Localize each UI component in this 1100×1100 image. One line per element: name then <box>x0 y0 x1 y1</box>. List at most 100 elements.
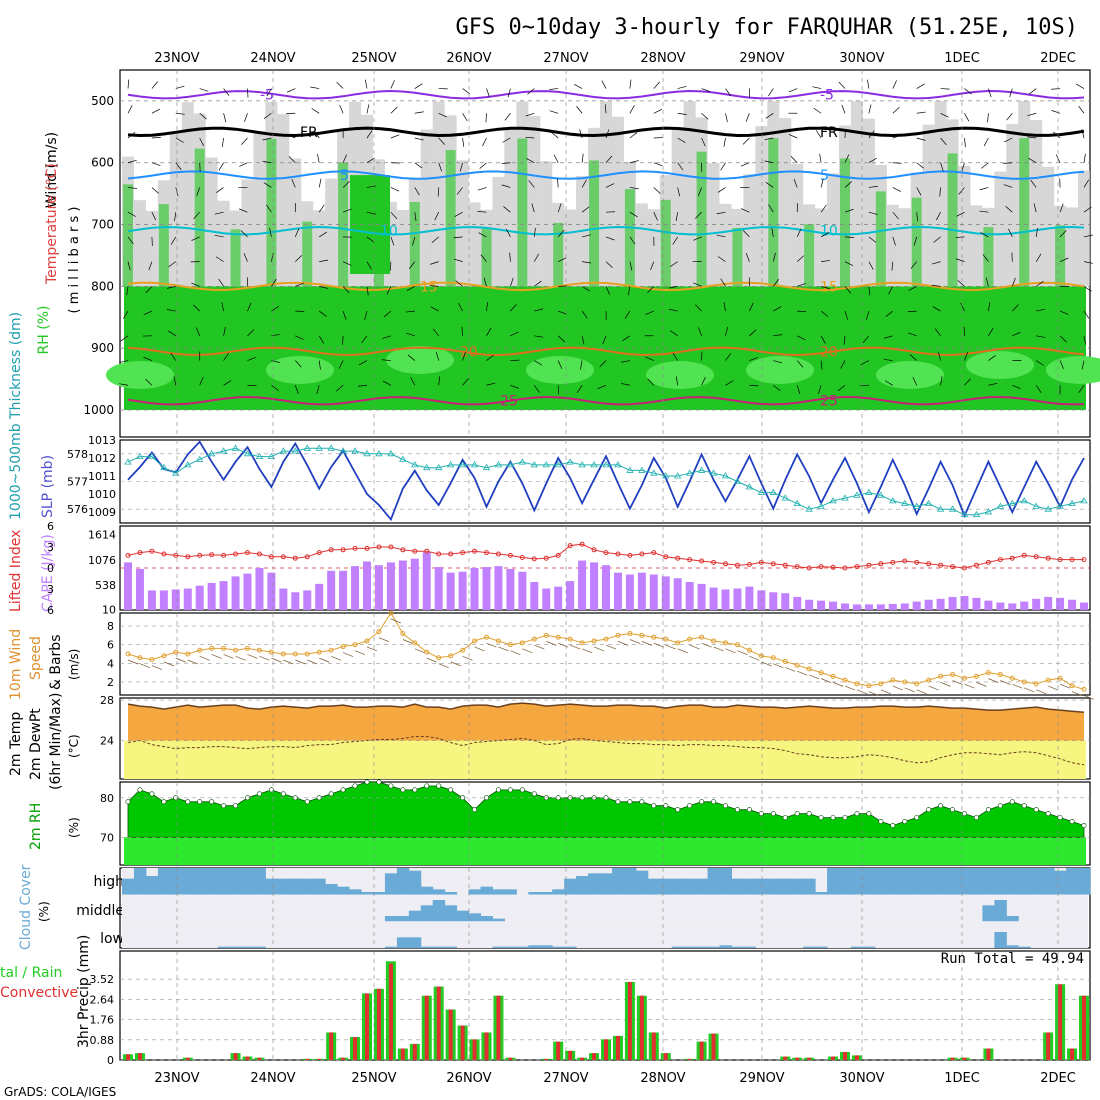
wind-barb <box>510 277 514 287</box>
wind-barb <box>725 326 728 336</box>
wind-barb <box>319 259 329 262</box>
wind-tick-label: 8 <box>107 620 114 633</box>
wind-barb <box>193 211 200 220</box>
rh-field-moist <box>840 158 850 287</box>
lifted-point <box>770 561 776 567</box>
rh2m-point <box>579 795 585 801</box>
wind-barb <box>1028 157 1037 164</box>
wind-barb <box>549 110 559 114</box>
wind-barb <box>843 335 846 345</box>
wind-barb <box>358 384 368 387</box>
wind-barb <box>868 236 877 243</box>
thickness-point <box>685 469 694 476</box>
rh-field-column <box>1030 120 1043 287</box>
rh-field-moist <box>768 138 779 287</box>
thickness-point <box>1068 499 1076 507</box>
lifted-point <box>268 554 274 560</box>
lifted-point <box>424 548 430 554</box>
date-label-top: 28NOV <box>640 51 685 66</box>
wind-barb-10m <box>450 661 461 667</box>
wind-barb <box>581 286 590 292</box>
precip-convective-bar <box>962 1057 967 1060</box>
lifted-point <box>985 559 991 565</box>
wind-barb <box>223 326 226 336</box>
wind-barb <box>1008 228 1013 238</box>
wind-barb <box>988 383 998 386</box>
rh-field-saturated <box>1046 356 1100 384</box>
wind-barb <box>199 88 209 92</box>
wind-barb <box>1078 105 1085 114</box>
cloud-bar-high <box>145 876 159 895</box>
rh-field-column <box>755 126 768 287</box>
wind-speed-point <box>890 677 896 683</box>
wind-barb <box>151 108 161 114</box>
wind-barb <box>885 310 894 317</box>
wind-barb <box>318 335 325 344</box>
wind-barb-10m <box>462 655 473 661</box>
wind-barb <box>151 136 161 139</box>
wind-barb <box>438 112 448 118</box>
cape-bar <box>482 567 491 610</box>
rh-field-column <box>468 202 481 287</box>
wind-barb <box>191 282 200 287</box>
wind-barb <box>127 132 136 139</box>
wind-barb-10m <box>342 652 354 657</box>
wind-barb <box>988 88 992 98</box>
wind-barb <box>553 154 559 163</box>
rh-field-column <box>850 101 863 287</box>
rh-field-moist <box>194 148 205 287</box>
cape-bar <box>303 590 312 610</box>
cloud-bar-high <box>791 878 804 895</box>
thickness-point <box>195 455 204 462</box>
rh-field-column <box>1042 166 1055 287</box>
cloud-bar-high <box>898 868 912 895</box>
cape-bar <box>1032 598 1041 610</box>
wind-barb <box>501 184 511 188</box>
wind-speed-point <box>1033 681 1039 687</box>
precip-convective-bar <box>1058 984 1063 1060</box>
slp-tick-label: 1011 <box>88 470 116 483</box>
wind-barb <box>502 137 511 143</box>
cape-bar <box>494 566 503 610</box>
wind-barb <box>629 211 638 218</box>
lifted-point <box>711 559 717 565</box>
rh-field-column <box>325 178 338 287</box>
wind-speed-point <box>615 632 621 638</box>
rh2m-point <box>854 811 860 817</box>
wind-barb <box>127 187 137 189</box>
cloud-bar-high <box>1042 868 1055 895</box>
wind-barb-10m <box>653 642 664 648</box>
wind-tick-label: 6 <box>107 639 114 652</box>
wind-barb <box>262 160 272 164</box>
wind-barb-10m <box>785 667 796 672</box>
cloud-bar-middle <box>982 905 995 922</box>
cape-bar <box>530 582 539 610</box>
cloud-bar-low <box>217 946 231 948</box>
wind-barb <box>916 137 926 141</box>
wind-barb <box>819 153 822 163</box>
slp-label: SLP (mb) <box>40 455 56 518</box>
wind-barb <box>531 203 535 213</box>
wind-barb-10m <box>605 644 617 650</box>
wind-barb <box>437 187 440 197</box>
thickness-point <box>781 494 789 501</box>
wind-barb <box>868 185 878 188</box>
lifted-point <box>149 548 155 554</box>
wind-barb-10m <box>175 657 186 663</box>
wind-speed-point <box>926 677 932 683</box>
wind-barb <box>653 109 663 114</box>
wind-barb <box>844 154 850 163</box>
wind-barb <box>456 187 463 195</box>
wind-barb <box>342 208 352 213</box>
thickness-point <box>458 461 467 468</box>
wind-barb <box>486 382 496 386</box>
wind-barb-10m <box>725 648 736 654</box>
wind-barb <box>462 137 465 147</box>
wind-speed-point <box>472 638 478 644</box>
wind-barb <box>720 278 726 287</box>
wind-barb <box>981 162 989 169</box>
wind-speed-point <box>1045 677 1051 683</box>
cloud-bar-middle <box>468 913 482 922</box>
wind-barb <box>740 162 750 167</box>
wind-barb <box>414 212 417 222</box>
